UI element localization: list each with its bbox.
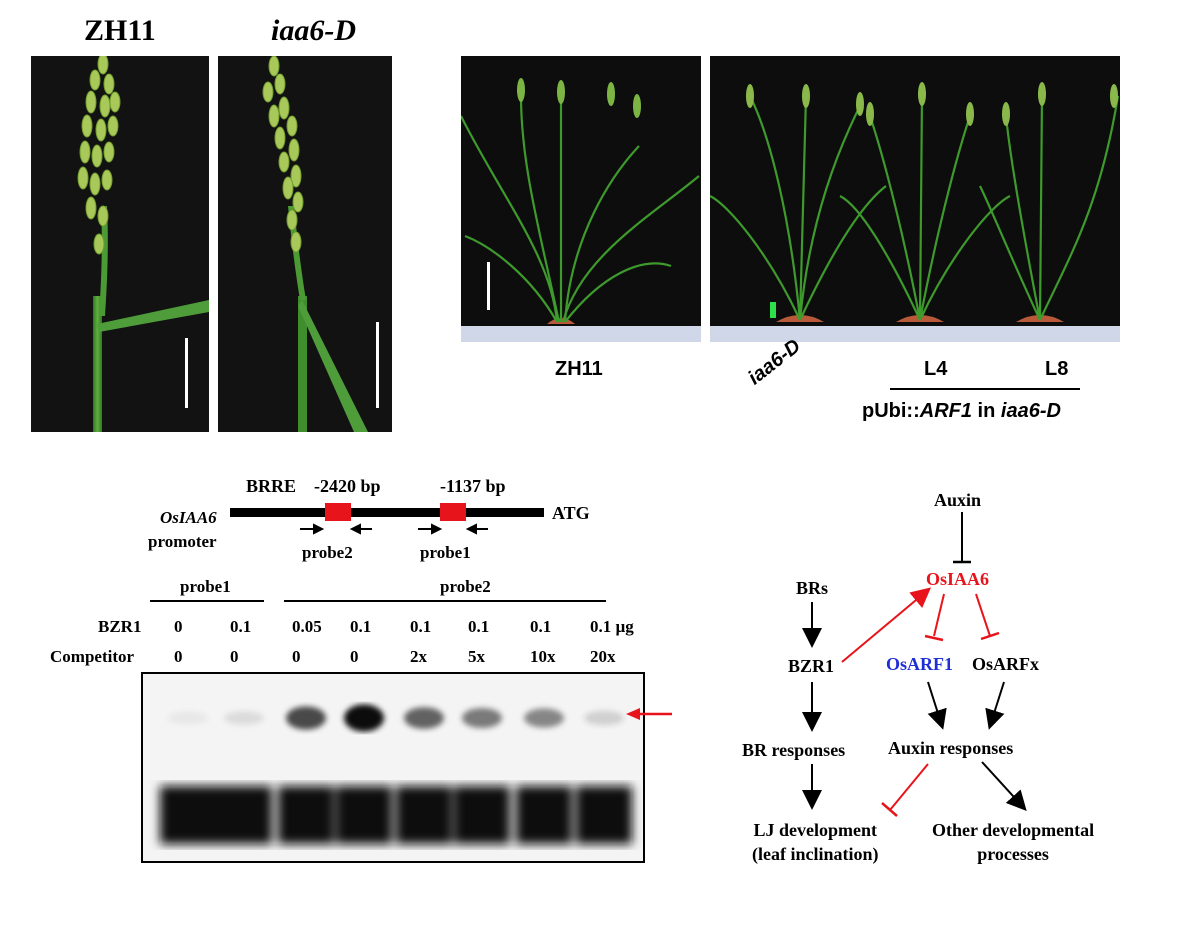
photo-iaa6d-arf1-plants <box>710 56 1120 342</box>
shifted-band-2 <box>286 706 326 730</box>
edge-auxin-responses-inhibits-lj <box>881 763 929 817</box>
competitor-value-0: 0 <box>174 647 183 666</box>
promoter-label: promoter <box>148 532 217 551</box>
edge-osiaa6-inhibits-osarf1 <box>924 593 945 642</box>
competitor-value-4: 2x <box>410 647 427 666</box>
competitor-value-6: 10x <box>530 647 556 666</box>
edge-bzr1-to-osiaa6 <box>841 587 932 663</box>
iaa6d-arf1-plants-image <box>710 82 1120 342</box>
brre-label: BRRE <box>246 476 297 496</box>
edge-osarf1-to-auxin-responses <box>927 681 947 730</box>
position-2420: -2420 bp <box>314 476 381 496</box>
row-competitor-label: Competitor <box>50 647 135 666</box>
shifted-band-3 <box>344 704 384 732</box>
probe1-under-label: probe1 <box>420 543 471 562</box>
node-auxin: Auxin <box>934 490 982 510</box>
competitor-value-5: 5x <box>468 647 485 666</box>
osiaa6-gene-label: OsIAA6 <box>160 508 217 527</box>
node-osarfx: OsARFx <box>972 654 1039 674</box>
edge-auxin-inhibits-osiaa6 <box>953 512 971 564</box>
lj-line-2: (leaf inclination) <box>752 844 879 864</box>
node-bzr1: BZR1 <box>788 656 835 676</box>
bzr1-value-3: 0.1 <box>350 617 372 636</box>
free-probe-band-1 <box>216 786 272 844</box>
free-probe-band-7 <box>576 786 632 844</box>
caption-gene: ARF1 <box>919 400 972 422</box>
free-probe-band-2 <box>278 786 334 844</box>
scale-bar <box>185 338 188 408</box>
shifted-band-0 <box>168 711 208 725</box>
competitor-value-1: 0 <box>230 647 239 666</box>
group-probe2-label: probe2 <box>440 577 491 596</box>
caption-prefix: pUbi:: <box>862 400 920 422</box>
edge-auxin-responses-to-other <box>981 761 1027 811</box>
caption-pubi-arf1: pUbi::ARF1 in iaa6-D <box>862 400 1061 423</box>
photo-zh11-plant <box>461 56 701 342</box>
node-other-processes: Other developmental processes <box>932 818 1094 866</box>
node-osarf1: OsARF1 <box>886 654 953 674</box>
edge-osiaa6-inhibits-osarfx <box>975 593 1000 641</box>
emsa-gel <box>141 672 645 863</box>
shifted-band-4 <box>404 707 444 729</box>
bzr1-value-0: 0 <box>174 617 183 636</box>
zh11-plant-image <box>461 78 701 342</box>
lj-line-1: LJ development <box>753 820 878 840</box>
shifted-band-5 <box>462 708 502 728</box>
shifted-band-1 <box>224 711 264 725</box>
zh11-panicle-image <box>77 56 209 432</box>
position-1137: -1137 bp <box>440 476 506 496</box>
label-l8: L8 <box>1045 358 1069 380</box>
bzr1-value-7: 0.1 µg <box>590 617 634 636</box>
group-probe1-line <box>150 600 264 602</box>
competitor-value-3: 0 <box>350 647 359 666</box>
free-probe-band-4 <box>396 786 452 844</box>
l4-l8-bracket-line <box>890 388 1080 390</box>
photo-iaa6d-panicle <box>218 56 392 432</box>
node-osiaa6: OsIAA6 <box>926 569 990 589</box>
label-l4: L4 <box>924 358 948 380</box>
brre-box-2420 <box>325 503 351 521</box>
bzr1-value-1: 0.1 <box>230 617 252 636</box>
probe2-under-label: probe2 <box>302 543 353 562</box>
bzr1-value-2: 0.05 <box>292 617 322 636</box>
edge-osarfx-to-auxin-responses <box>985 681 1005 730</box>
caption-mid: in <box>972 400 1001 422</box>
caption-genotype: iaa6-D <box>1000 400 1061 422</box>
other-line-1: Other developmental <box>932 820 1095 840</box>
emsa-gel-bands <box>160 704 632 844</box>
shifted-band-6 <box>524 708 564 728</box>
shifted-band-7 <box>584 710 624 726</box>
label-zh11-plant: ZH11 <box>555 358 603 380</box>
brre-box-1137 <box>440 503 466 521</box>
competitor-value-2: 0 <box>292 647 301 666</box>
free-probe-band-0 <box>160 786 216 844</box>
promoter-line <box>230 508 544 517</box>
group-probe1-label: probe1 <box>180 577 231 596</box>
row-bzr1-label: BZR1 <box>98 617 142 636</box>
bzr1-value-6: 0.1 <box>530 617 552 636</box>
bzr1-value-5: 0.1 <box>468 617 490 636</box>
free-probe-band-5 <box>454 786 510 844</box>
other-line-2: processes <box>977 844 1049 864</box>
free-probe-band-6 <box>516 786 572 844</box>
iaa6d-panicle-image <box>262 56 368 432</box>
photo-zh11-panicle <box>31 56 209 432</box>
node-auxin-responses: Auxin responses <box>888 738 1014 758</box>
scale-bar-iaa6d-visible <box>376 322 379 408</box>
group-probe2-line <box>284 600 606 602</box>
node-br-responses: BR responses <box>742 740 846 760</box>
bzr1-value-4: 0.1 <box>410 617 432 636</box>
free-probe-band-3 <box>336 786 392 844</box>
panel-a-label-zh11: ZH11 <box>84 14 156 47</box>
competitor-value-7: 20x <box>590 647 616 666</box>
atg-label: ATG <box>552 503 590 523</box>
node-brs: BRs <box>796 578 829 598</box>
panel-a-label-iaa6d: iaa6-D <box>271 14 356 47</box>
node-lj-development: LJ development (leaf inclination) <box>752 818 879 866</box>
